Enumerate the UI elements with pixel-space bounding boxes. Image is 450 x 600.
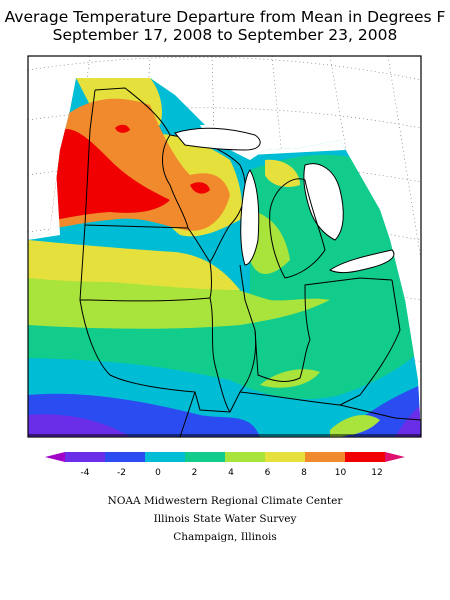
legend-swatch — [105, 452, 146, 462]
lake-huron — [303, 163, 344, 241]
legend-swatch — [265, 452, 306, 462]
legend-swatch — [225, 452, 266, 462]
legend-tick-label: 4 — [228, 468, 234, 478]
lake-erie — [329, 249, 395, 274]
lake-superior — [174, 127, 261, 151]
michigan-peninsula — [269, 178, 326, 279]
legend-cap-low — [45, 452, 65, 462]
legend-tick-label: 2 — [192, 468, 198, 478]
map-border — [27, 55, 422, 438]
legend-cap-high — [385, 452, 405, 462]
map-date-range: September 17, 2008 to September 23, 2008 — [52, 26, 398, 44]
legend-tick-label: 6 — [265, 468, 271, 478]
legend-swatch — [185, 452, 226, 462]
legend-tick-label: 8 — [301, 468, 307, 478]
legend-swatch — [305, 452, 346, 462]
credit-organization: NOAA Midwestern Regional Climate Center — [107, 495, 343, 507]
color-legend — [45, 452, 405, 462]
great-lakes — [174, 127, 395, 274]
lake-michigan — [240, 169, 260, 266]
legend-tick-label: -4 — [81, 468, 90, 478]
map-title: Average Temperature Departure from Mean … — [4, 8, 446, 26]
credit-survey: Illinois State Water Survey — [153, 513, 297, 525]
credit-location: Champaign, Illinois — [173, 531, 277, 543]
legend-swatch — [345, 452, 386, 462]
legend-tick-label: 12 — [371, 468, 382, 478]
legend-tick-label: 10 — [335, 468, 347, 478]
legend-tick-label: 0 — [155, 468, 161, 478]
legend-ticks: -4 -2 0 2 4 6 8 10 12 — [81, 468, 383, 478]
legend-tick-label: -2 — [117, 468, 126, 478]
legend-swatch — [145, 452, 186, 462]
legend-swatch — [65, 452, 106, 462]
